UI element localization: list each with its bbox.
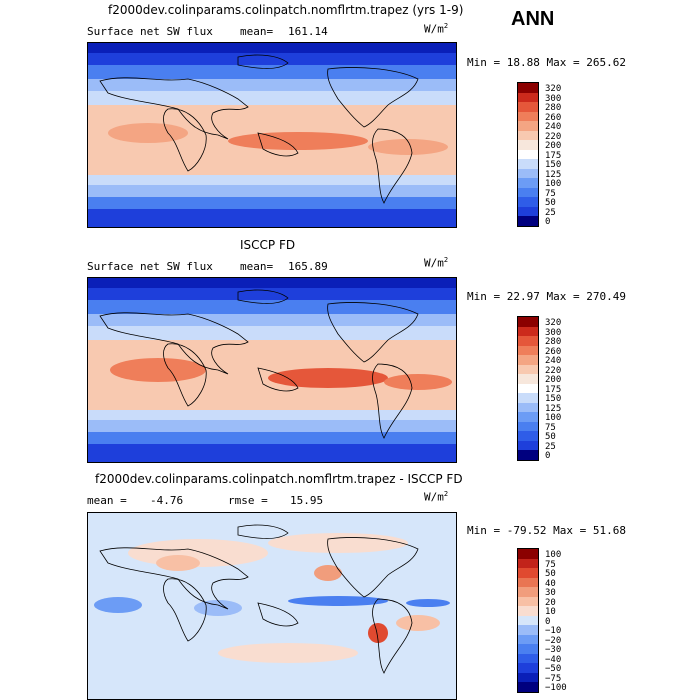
panel-1-tick: 25 xyxy=(545,207,556,218)
panel-2-tick: 220 xyxy=(545,365,562,376)
panel-1-mean-label: mean= xyxy=(240,25,274,38)
panel-2-tick: 300 xyxy=(545,327,562,338)
panel-1-tick: 175 xyxy=(545,150,562,161)
panel-2-tick: 25 xyxy=(545,441,556,452)
panel-1-colorbar xyxy=(517,82,539,227)
panel-3-tick: 100 xyxy=(545,550,562,560)
panel-2-tick: 125 xyxy=(545,403,562,414)
panel-2-variable: Surface net SW flux xyxy=(87,260,213,273)
panel-1-tick: 200 xyxy=(545,141,562,152)
panel-3-colorbar xyxy=(517,548,539,693)
panel-3-tick: −30 xyxy=(545,645,562,656)
panel-2-tick: 175 xyxy=(545,384,562,395)
panel-2-tick: 0 xyxy=(545,451,551,462)
panel-2-units: W/m2 xyxy=(424,256,449,270)
panel-1-tick: 50 xyxy=(545,198,556,209)
panel-2-map xyxy=(87,277,457,463)
panel-3-map xyxy=(87,512,457,700)
panel-3-tick: 30 xyxy=(545,588,556,599)
panel-1-tick: 0 xyxy=(545,217,551,228)
panel-2-tick: 150 xyxy=(545,394,562,405)
panel-2-tick: 240 xyxy=(545,356,562,367)
panel-3-minmax: Min = -79.52 Max = 51.68 xyxy=(467,524,626,537)
panel-3-tick: 10 xyxy=(545,607,556,618)
panel-1-map xyxy=(87,42,457,228)
panel-2-tick: 320 xyxy=(545,318,562,328)
panel-3-tick: 50 xyxy=(545,569,556,579)
panel-3-tick: −100 xyxy=(545,683,567,694)
panel-3-tick: −50 xyxy=(545,664,562,675)
panel-1-tick: 240 xyxy=(545,122,562,133)
panel-3-tick: −75 xyxy=(545,673,562,684)
panel-1-tick: 260 xyxy=(545,112,562,123)
panel-1-tick: 75 xyxy=(545,188,556,199)
panel-2-title: ISCCP FD xyxy=(240,238,296,252)
panel-3-rmse-label: rmse = xyxy=(228,494,268,507)
panel-3-rmse-value: 15.95 xyxy=(290,494,324,507)
panel-2-tick: 200 xyxy=(545,375,562,386)
panel-1-tick: 125 xyxy=(545,169,562,180)
panel-2-tick: 260 xyxy=(545,346,562,357)
panel-3-title: f2000dev.colinparams.colinpatch.nomflrtm… xyxy=(95,472,463,486)
panel-1-tick: 100 xyxy=(545,179,562,190)
panel-1-units: W/m2 xyxy=(424,22,449,36)
panel-1-variable: Surface net SW flux xyxy=(87,25,213,38)
panel-3-tick: −40 xyxy=(545,654,562,665)
panel-1-title: f2000dev.colinparams.colinpatch.nomflrtm… xyxy=(108,3,464,17)
panel-3-tick: 75 xyxy=(545,559,556,570)
panel-2-mean-value: 165.89 xyxy=(288,260,328,273)
panel-1-tick: 320 xyxy=(545,84,562,94)
panel-2-tick: 50 xyxy=(545,432,556,443)
panel-2-mean-label: mean= xyxy=(240,260,274,273)
panel-3-tick: −10 xyxy=(545,626,562,637)
panel-3-tick: 20 xyxy=(545,597,556,608)
panel-2-minmax: Min = 22.97 Max = 270.49 xyxy=(467,290,626,303)
panel-2-colorbar xyxy=(517,316,539,461)
panel-1-tick: 280 xyxy=(545,103,562,113)
panel-3-mean-value: -4.76 xyxy=(150,494,184,507)
panel-1-mean-value: 161.14 xyxy=(288,25,328,38)
panel-1-minmax: Min = 18.88 Max = 265.62 xyxy=(467,56,626,69)
panel-3-tick: 0 xyxy=(545,616,551,627)
panel-2-tick: 100 xyxy=(545,413,562,424)
panel-1-tick: 300 xyxy=(545,93,562,104)
panel-3-units: W/m2 xyxy=(424,490,449,504)
panel-1-tick: 220 xyxy=(545,131,562,142)
panel-3-tick: 40 xyxy=(545,578,556,589)
panel-3-tick: −20 xyxy=(545,635,562,646)
panel-3-mean-label: mean = xyxy=(87,494,127,507)
panel-2-tick: 280 xyxy=(545,337,562,347)
season-label: ANN xyxy=(511,8,555,30)
panel-2-tick: 75 xyxy=(545,422,556,433)
panel-1-tick: 150 xyxy=(545,160,562,171)
